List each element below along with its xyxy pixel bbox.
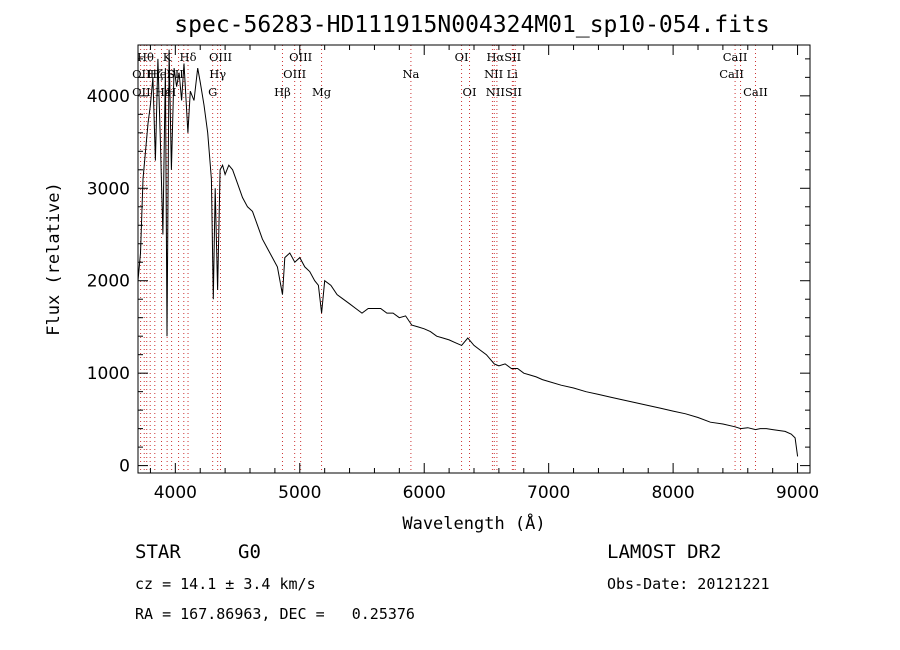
line-marker-label: Na [402,67,419,81]
line-marker-label: Hβ [274,85,291,99]
spectrum-series-line [137,49,799,457]
line-marker-label: OI [463,85,477,99]
survey-label: LAMOST DR2 [607,541,722,563]
x-axis-title: Wavelength (Å) [402,512,545,534]
y-tick-label: 4000 [87,87,130,107]
x-tick-label: 5000 [278,483,321,503]
line-marker-label: G [208,85,217,99]
x-tick-label: 6000 [403,483,446,503]
line-marker-label: OIII [283,67,306,81]
redshift-label: cz = 14.1 ± 3.4 km/s [135,575,316,593]
coordinates-label: RA = 167.86963, DEC = 0.25376 [135,605,415,623]
line-marker-label: OII [132,85,151,99]
line-marker-label: CaII [743,85,768,99]
line-marker-label: Hθ [137,50,154,64]
object-subclass-label: G0 [238,541,261,563]
x-tick-label: 4000 [154,483,197,503]
x-tick-label: 9000 [776,483,819,503]
x-tick-label: 8000 [651,483,694,503]
line-marker-label: OI [455,50,469,64]
y-axis-title: Flux (relative) [44,182,64,336]
chart-title: spec-56283-HD111915N004324M01_sp10-054.f… [174,12,769,38]
y-tick-label: 3000 [87,179,130,199]
plot-frame [137,44,811,474]
line-marker-label: Li [507,67,519,81]
line-marker-label: Hγ [209,67,226,81]
line-marker-label: NII [484,67,503,81]
line-marker-label: Hζ [147,67,163,81]
line-marker-label: OIII [289,50,312,64]
y-axis-ticks: 0 1000 2000 3000 4000 [87,58,810,477]
line-marker-label: CaII [723,50,748,64]
x-tick-label: 7000 [527,483,570,503]
line-marker-label: OIII [209,50,232,64]
line-marker-label: NIISII [486,85,522,99]
line-markers [140,45,756,473]
obs-date-label: Obs-Date: 20121221 [607,575,770,593]
x-axis-ticks: 4000 5000 6000 7000 8000 9000 [149,45,819,503]
line-marker-label: OII [132,67,151,81]
line-marker-label: Mg [312,85,332,99]
y-tick-label: 2000 [87,272,130,292]
y-tick-label: 1000 [87,364,130,384]
y-tick-label: 0 [119,457,130,477]
line-marker-label: H [166,85,176,99]
line-marker-label: HαSII [486,50,521,64]
line-marker-label: K [163,50,172,64]
line-marker-label: CaII [719,67,744,81]
line-marker-label: Hδ [180,50,197,64]
object-class-label: STAR [135,541,181,563]
